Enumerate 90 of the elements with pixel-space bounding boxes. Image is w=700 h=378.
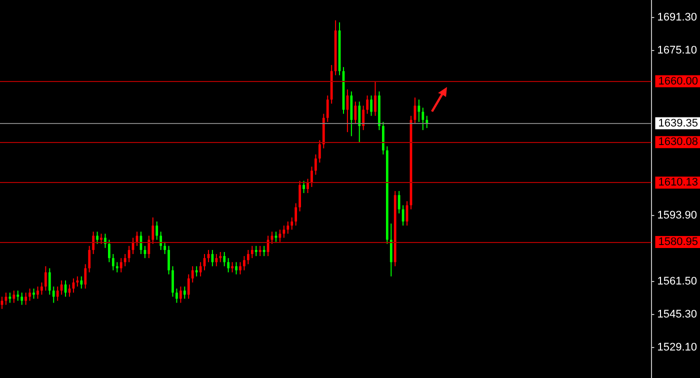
candlestick <box>24 292 28 306</box>
candlestick <box>100 233 102 244</box>
candlestick <box>183 286 186 300</box>
candlestick <box>8 292 12 304</box>
candlestick <box>231 262 234 273</box>
candlestick <box>164 241 166 255</box>
candlestick <box>44 266 47 292</box>
candlestick <box>246 249 250 265</box>
candlestick <box>36 286 39 300</box>
candlestick <box>96 231 98 244</box>
candlestick <box>199 262 202 277</box>
candlestick <box>282 225 286 238</box>
ref-line-label: 1639.35 <box>658 117 698 130</box>
candlestick <box>116 262 118 273</box>
candlestick <box>370 95 372 116</box>
candlestick <box>191 266 194 283</box>
candlestick <box>294 202 298 226</box>
candlestick <box>80 276 83 290</box>
candlestick <box>302 180 305 194</box>
candlestick <box>354 101 357 124</box>
candlestick <box>362 105 365 131</box>
candlestick <box>318 140 321 164</box>
candlestick <box>88 245 91 273</box>
candlestick <box>112 254 114 271</box>
candlestick <box>20 292 24 306</box>
candlestick <box>28 288 31 302</box>
ref-line-label: 1610.13 <box>658 176 698 189</box>
candlestick <box>290 216 294 230</box>
candlestick <box>250 245 254 259</box>
candlestick <box>84 264 87 290</box>
candlestick <box>215 254 218 267</box>
candlestick <box>306 178 309 194</box>
candlestick <box>374 80 376 116</box>
candlestick <box>160 231 162 250</box>
candlestick <box>235 262 238 275</box>
y-tick-label: 1561.50 <box>657 275 698 288</box>
candlestick <box>92 231 95 255</box>
candlestick <box>286 221 290 234</box>
ref-line-label: 1580.95 <box>658 236 698 248</box>
candlestick <box>422 107 424 131</box>
candlestick <box>227 258 230 273</box>
candlestick <box>298 180 301 212</box>
candlestick <box>239 262 242 275</box>
candlestick <box>108 239 110 263</box>
candlestick <box>314 154 317 176</box>
candlestick <box>168 245 170 275</box>
candlestick <box>136 231 138 246</box>
candlestick <box>176 288 178 304</box>
candlestick <box>172 266 174 298</box>
candlestick <box>120 258 122 273</box>
candlestick <box>418 99 420 122</box>
candlestick <box>156 221 158 240</box>
candlestick <box>152 216 154 244</box>
candlestick <box>179 286 182 304</box>
candlestick <box>56 286 59 302</box>
y-tick-label: 1691.30 <box>657 12 698 24</box>
y-tick-label: 1593.90 <box>657 210 698 222</box>
candlestick <box>76 276 79 288</box>
ref-line-label: 1660.00 <box>658 75 698 88</box>
y-tick-label: 1529.10 <box>657 341 698 354</box>
candlestick <box>310 166 313 188</box>
candlestick <box>32 288 35 300</box>
candlestick <box>243 256 246 271</box>
candlestick <box>148 235 150 259</box>
candlestick <box>223 252 226 267</box>
candlestick <box>270 231 274 244</box>
candlestick <box>52 286 55 304</box>
candlestick <box>278 229 282 242</box>
candlestick <box>258 245 262 257</box>
candlestick <box>144 245 146 259</box>
candlestick <box>390 223 392 277</box>
candlestick <box>12 290 16 304</box>
y-tick-label: 1545.30 <box>657 308 698 320</box>
candlestick <box>4 292 8 306</box>
candlestick <box>358 101 361 143</box>
candlestick <box>254 245 258 257</box>
candlestick <box>326 95 329 122</box>
candlestick <box>398 190 400 214</box>
candlestick <box>262 245 266 257</box>
candlestick <box>124 254 126 267</box>
y-tick-label: 1675.10 <box>657 44 698 57</box>
candlestick <box>48 268 51 296</box>
candlestick <box>195 266 198 277</box>
candlestick <box>40 282 43 296</box>
candlestick <box>366 95 369 114</box>
candlestick <box>219 252 222 263</box>
ref-line-label: 1630.08 <box>658 136 698 148</box>
candlestick <box>274 231 278 242</box>
candlestick <box>16 290 20 302</box>
candlestick <box>187 274 190 300</box>
